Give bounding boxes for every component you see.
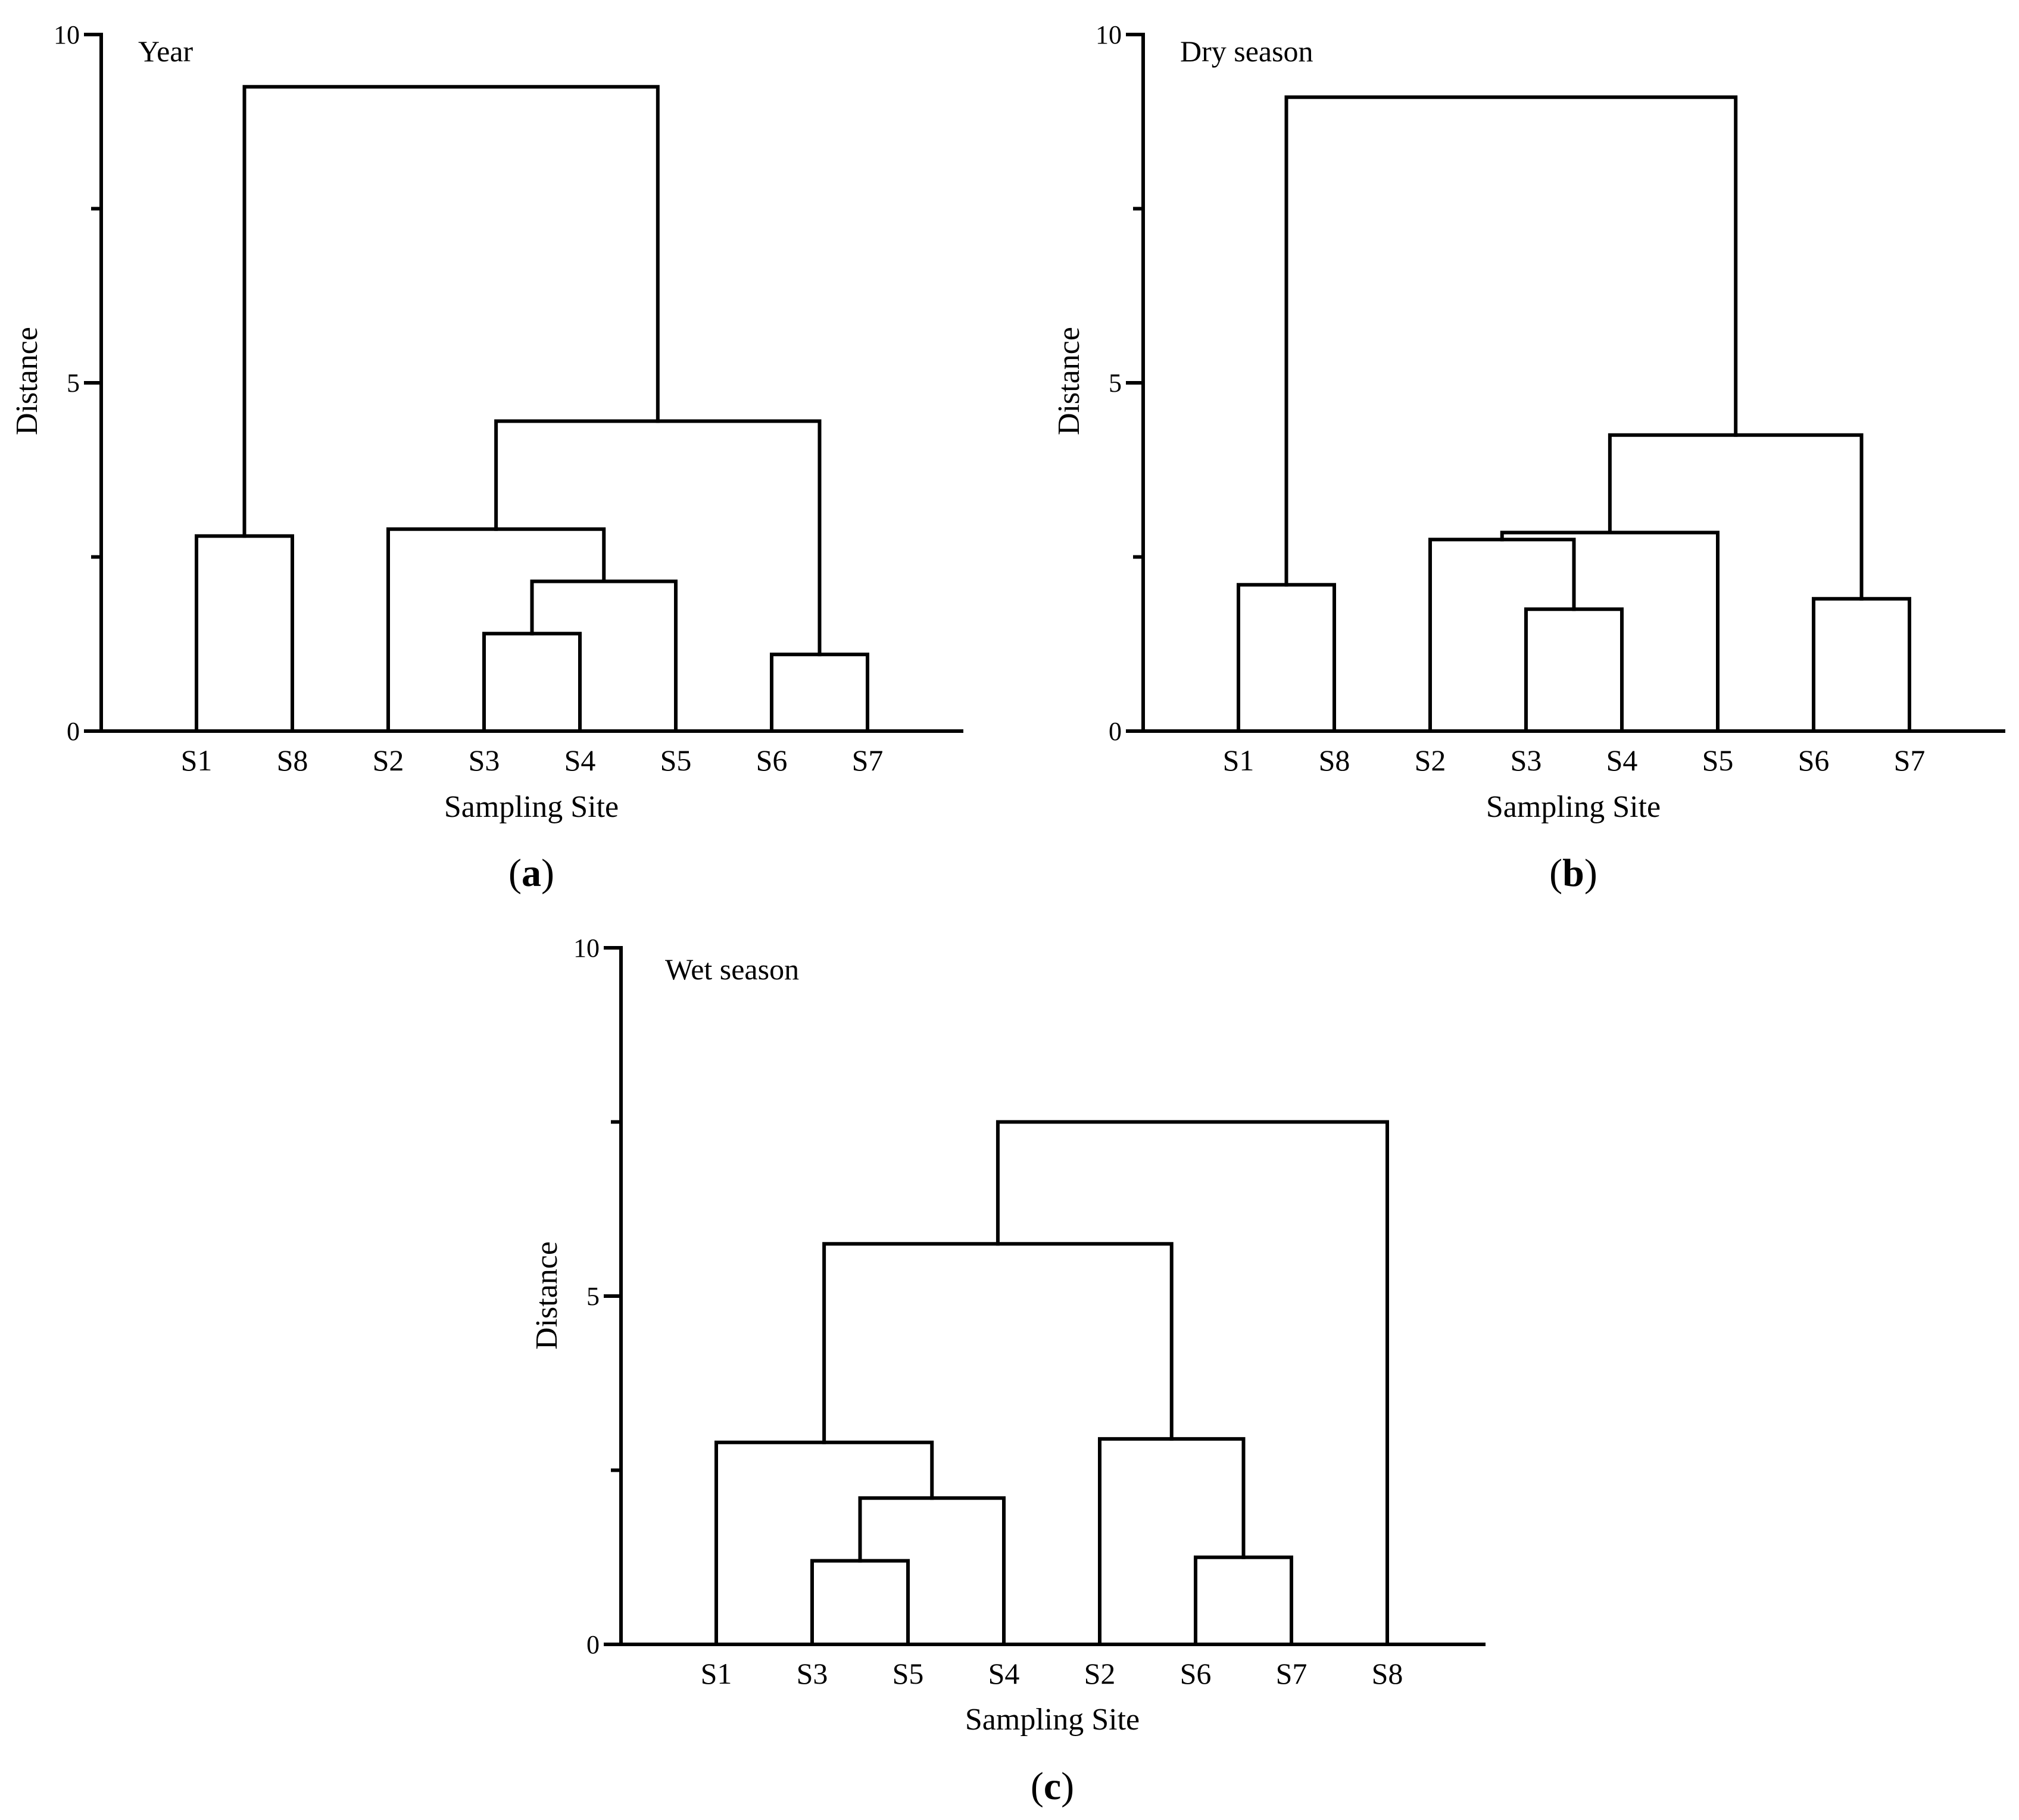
panel-letter: (c) xyxy=(1031,1765,1074,1808)
dendrogram-link xyxy=(530,579,678,733)
dendrogram-link xyxy=(770,653,869,733)
leaf-label-s1: S1 xyxy=(181,744,213,777)
panel-letter-text: b xyxy=(1562,851,1584,895)
dendrogram-link xyxy=(1194,1555,1293,1646)
leaf-label-s8: S8 xyxy=(1319,744,1350,777)
panel-c: 0 5 10 S1 S3 S5 S4 S2 S6 S7 S8 Wet season Sampling S… xyxy=(530,934,1486,1808)
panel-b: 0 5 10 S1 S8 S2 S3 S4 S5 S6 S7 Dry season Sampling S… xyxy=(1052,20,2005,895)
y-tick-label: 0 xyxy=(67,717,80,746)
y-tick-label: 5 xyxy=(586,1282,600,1311)
paren-close: ) xyxy=(1061,1765,1074,1808)
y-axis-title: Distance xyxy=(10,327,44,435)
paren-open: ( xyxy=(1549,851,1562,895)
leaf-label-s4: S4 xyxy=(988,1657,1020,1690)
dendrogram-link xyxy=(822,1242,1174,1444)
dendrogram-link xyxy=(714,1440,934,1646)
leaf-label-s2: S2 xyxy=(373,744,404,777)
dendrogram-link xyxy=(1428,538,1576,733)
leaf-label-s5: S5 xyxy=(893,1657,924,1690)
leaf-label-s3: S3 xyxy=(469,744,500,777)
dendrogram-link xyxy=(858,1496,1006,1646)
leaf-label-s1: S1 xyxy=(701,1657,732,1690)
dendrogram-link xyxy=(996,1120,1389,1646)
leaf-label-s7: S7 xyxy=(1276,1657,1307,1690)
panel-letter: (b) xyxy=(1549,851,1597,895)
dendrogram-link xyxy=(810,1559,910,1646)
y-tick-label: 5 xyxy=(67,369,80,398)
paren-open: ( xyxy=(508,851,522,895)
x-axis-title: Sampling Site xyxy=(444,790,619,824)
leaf-label-s5: S5 xyxy=(660,744,692,777)
dendrogram-link xyxy=(1812,597,1911,733)
leaf-label-s1: S1 xyxy=(1223,744,1255,777)
leaf-label-s2: S2 xyxy=(1415,744,1446,777)
leaf-label-s4: S4 xyxy=(1606,744,1638,777)
y-tick-label: 10 xyxy=(54,20,80,49)
y-axis-title: Distance xyxy=(1052,327,1086,435)
y-tick-label: 0 xyxy=(1109,717,1122,746)
leaf-label-s3: S3 xyxy=(1511,744,1542,777)
y-tick-label: 10 xyxy=(1096,20,1122,49)
leaf-label-s3: S3 xyxy=(797,1657,828,1690)
paren-close: ) xyxy=(541,851,554,895)
paren-close: ) xyxy=(1584,851,1597,895)
panel-letter-text: a xyxy=(522,851,541,895)
leaf-label-s8: S8 xyxy=(1372,1657,1403,1690)
panel-letter: (a) xyxy=(508,851,554,895)
y-tick-label: 5 xyxy=(1109,369,1122,398)
leaf-label-s6: S6 xyxy=(1180,1657,1212,1690)
panel-title: Dry season xyxy=(1180,35,1313,68)
x-axis-title: Sampling Site xyxy=(965,1703,1140,1737)
leaf-label-s7: S7 xyxy=(852,744,884,777)
dendrogram-link xyxy=(195,534,294,733)
panel-letter-text: c xyxy=(1044,1765,1061,1808)
dendrogram-link xyxy=(482,632,582,733)
x-axis-title: Sampling Site xyxy=(1486,790,1661,824)
y-tick-label: 0 xyxy=(586,1630,600,1659)
y-tick-label: 10 xyxy=(573,934,600,963)
dendrogram-link xyxy=(386,527,606,733)
leaf-label-s4: S4 xyxy=(564,744,596,777)
leaf-label-s6: S6 xyxy=(756,744,788,777)
panel-a: 0 5 10 S1 S8 S2 S3 S4 S5 S6 S7 Year Sampling Site Dis… xyxy=(10,20,963,895)
dendrogram-link xyxy=(1500,530,1720,733)
dendrogram-link xyxy=(1237,583,1336,733)
y-axis-title: Distance xyxy=(530,1241,564,1350)
leaf-label-s7: S7 xyxy=(1894,744,1926,777)
leaf-label-s6: S6 xyxy=(1798,744,1830,777)
panel-title: Year xyxy=(138,35,193,68)
dendrogram-link xyxy=(1098,1437,1246,1646)
panel-title: Wet season xyxy=(665,953,799,986)
leaf-label-s2: S2 xyxy=(1084,1657,1116,1690)
dendrogram-link xyxy=(1284,95,1738,587)
dendrogram-link xyxy=(1524,607,1624,733)
dendrogram-link xyxy=(242,85,660,538)
dendrogram-link xyxy=(494,419,822,657)
leaf-label-s8: S8 xyxy=(277,744,308,777)
paren-open: ( xyxy=(1031,1765,1044,1808)
leaf-label-s5: S5 xyxy=(1702,744,1734,777)
dendrogram-link xyxy=(1608,433,1864,601)
